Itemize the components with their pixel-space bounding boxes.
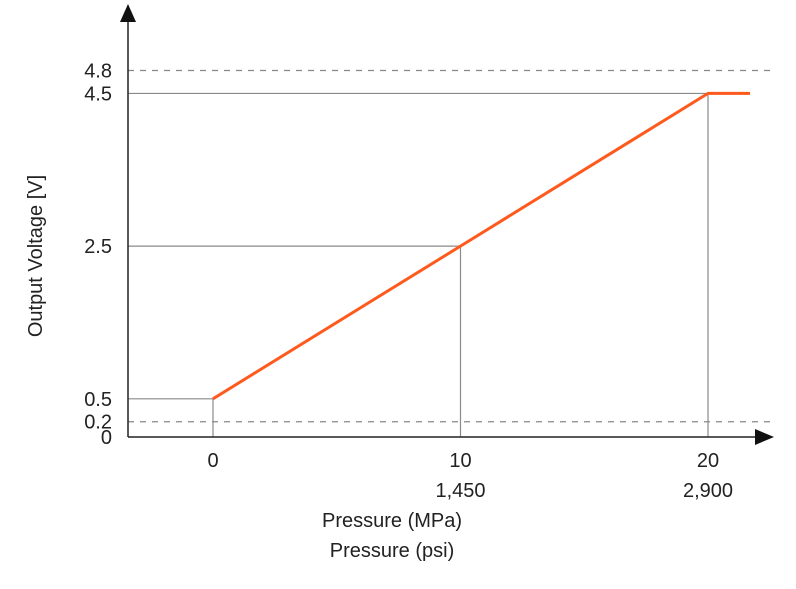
y-axis-title: Output Voltage [V] — [25, 175, 47, 337]
x-tick-label: 0 — [207, 450, 218, 472]
y-tick-label: 0.5 — [84, 389, 112, 411]
axes — [120, 4, 774, 445]
x-tick-label-psi: 1,450 — [435, 480, 485, 502]
x-axis-title-mpa: Pressure (MPa) — [322, 510, 462, 532]
x-tick-labels-psi: 1,450 2,900 — [435, 480, 733, 502]
x-axis-arrow-icon — [755, 429, 774, 445]
y-tick-label: 0 — [101, 427, 112, 449]
reference-lines — [128, 69, 770, 437]
y-tick-label: 4.8 — [84, 61, 112, 83]
series-layer — [212, 91, 751, 401]
y-tick-label: 4.5 — [84, 83, 112, 105]
y-tick-label: 2.5 — [84, 236, 112, 258]
x-tick-label-psi: 2,900 — [683, 480, 733, 502]
y-tick-labels: 00.20.5 2.5 4.54.8 — [84, 61, 112, 449]
x-axis-title-psi: Pressure (psi) — [330, 540, 454, 562]
series-line-0 — [212, 91, 751, 401]
y-axis-arrow-icon — [120, 4, 136, 22]
x-tick-labels: 0 10 20 — [207, 450, 719, 472]
x-tick-label: 20 — [697, 450, 719, 472]
y-tick-label: 0.2 — [84, 412, 112, 434]
x-tick-label: 10 — [449, 450, 471, 472]
